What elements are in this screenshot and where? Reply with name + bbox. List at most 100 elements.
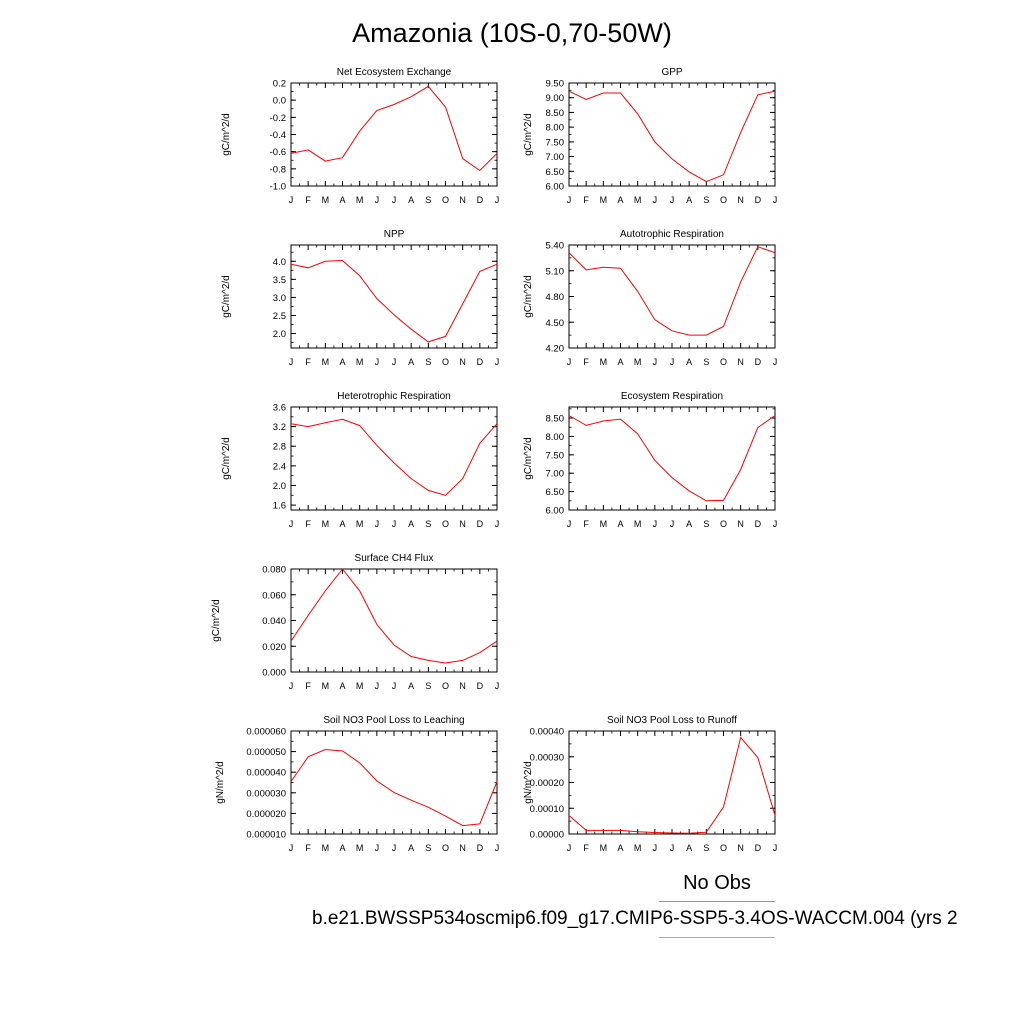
plot-frame [568,730,776,835]
x-tick-label: A [686,357,692,367]
y-tick-label: 6.50 [546,487,565,498]
x-tick-label: J [375,357,380,367]
x-tick-label: A [617,519,623,529]
x-tick-label: M [356,681,364,691]
x-tick-label: D [477,843,484,853]
x-tick-label: J [289,195,294,205]
x-tick-label: J [495,195,500,205]
y-axis-label: gC/m^2/d [221,275,232,318]
y-tick-label: 2.8 [273,442,286,453]
series-line [290,85,498,172]
series-line [290,568,498,664]
x-tick-label: F [305,681,311,691]
x-tick-label: J [653,519,658,529]
x-tick-label: M [600,357,608,367]
x-tick-label: J [567,843,572,853]
x-tick-label: M [634,519,642,529]
x-tick-label: S [703,195,709,205]
x-tick-label: S [425,195,431,205]
y-tick-label: 7.00 [546,152,565,163]
y-tick-label: -0.6 [270,147,286,158]
x-tick-label: J [773,519,778,529]
y-tick-label: 0.0 [273,96,286,107]
x-tick-label: M [634,843,642,853]
y-tick-label: 2.4 [273,461,286,472]
x-tick-label: N [459,519,466,529]
x-tick-label: A [339,681,345,691]
x-tick-label: O [720,843,727,853]
x-tick-label: M [356,195,364,205]
x-tick-label: A [408,519,414,529]
x-tick-label: J [375,681,380,691]
x-tick-label: J [375,843,380,853]
plot-frame [568,406,776,511]
x-tick-label: J [670,843,675,853]
y-tick-label: 9.00 [546,93,565,104]
y-tick-label: 2.5 [273,311,286,322]
series-line [568,415,776,502]
x-tick-label: J [289,843,294,853]
x-tick-label: A [339,195,345,205]
y-tick-label: 0.060 [262,590,286,601]
x-tick-label: J [289,519,294,529]
x-tick-label: M [322,519,330,529]
x-tick-label: F [305,519,311,529]
x-tick-label: M [322,843,330,853]
panel-title: Net Ecosystem Exchange [337,67,452,78]
panel-title: Ecosystem Respiration [621,391,723,402]
x-tick-label: S [425,843,431,853]
x-tick-label: J [773,357,778,367]
y-tick-label: 0.000040 [246,768,286,779]
plot-frame [290,730,498,835]
y-tick-label: 0.00020 [530,778,564,789]
plot-frame [290,406,498,511]
y-tick-label: 0.000010 [246,830,286,841]
x-tick-label: F [583,357,589,367]
x-tick-label: A [686,519,692,529]
x-tick-label: M [356,843,364,853]
x-tick-label: J [375,519,380,529]
y-tick-label: 0.2 [273,79,286,90]
y-tick-label: 0.00040 [530,727,564,738]
x-tick-label: J [670,195,675,205]
x-tick-label: J [392,357,397,367]
panel-title: Soil NO3 Pool Loss to Leaching [323,715,464,726]
x-tick-label: M [322,357,330,367]
y-tick-label: 8.00 [546,123,565,134]
x-tick-label: J [392,681,397,691]
x-tick-label: F [583,195,589,205]
x-tick-label: J [567,519,572,529]
y-tick-label: 7.00 [546,469,565,480]
y-tick-label: 7.50 [546,450,565,461]
x-tick-label: N [459,843,466,853]
x-tick-label: J [773,843,778,853]
x-tick-label: N [737,843,744,853]
plot-frame [568,82,776,187]
x-tick-label: J [495,843,500,853]
y-tick-label: 9.50 [546,79,565,90]
legend-obs-line [659,901,775,902]
y-tick-label: 0.000060 [246,727,286,738]
y-tick-label: 4.20 [546,344,565,355]
y-tick-label: 6.00 [546,182,565,193]
x-tick-label: O [442,357,449,367]
x-tick-label: J [653,357,658,367]
panel-title: NPP [384,229,405,240]
y-tick-label: 0.000 [262,668,286,679]
y-tick-label: -0.8 [270,164,286,175]
y-tick-label: 7.50 [546,137,565,148]
x-tick-label: S [425,681,431,691]
y-tick-label: 0.000020 [246,809,286,820]
x-tick-label: O [720,357,727,367]
legend-model-line [659,937,775,938]
x-tick-label: M [600,843,608,853]
x-tick-label: M [322,195,330,205]
panel-title: GPP [661,67,682,78]
x-tick-label: M [634,357,642,367]
x-tick-label: O [720,195,727,205]
